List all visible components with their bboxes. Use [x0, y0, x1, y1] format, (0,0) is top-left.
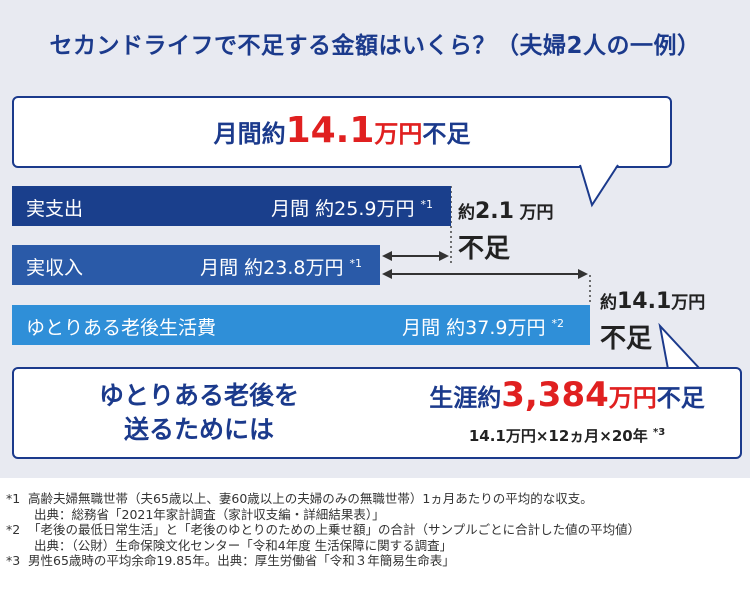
footnote-source: 出典：（公財）生命保険文化センター「令和4年度 生活保障に関する調査」	[34, 537, 453, 553]
gap-annotation-expense: 約2.1 万円 不足	[458, 199, 554, 264]
lifetime-shortfall-amount: 生涯約3,384万円不足	[429, 375, 705, 415]
footnote-ref: *1	[420, 197, 434, 211]
bar-value-label: 月間 約23.8万円 *1	[200, 256, 363, 279]
bar-value-label: 月間 約37.9万円 *2	[402, 316, 565, 339]
bar-label: ゆとりある老後生活費	[26, 317, 217, 339]
monthly-shortfall-bubble: 月間約14.1万円不足	[12, 96, 672, 168]
bar-label: 実支出	[26, 198, 84, 220]
monthly-shortfall-text: 月間約14.1万円不足	[14, 110, 670, 151]
bubble-unit: 万円	[374, 120, 423, 148]
arrow-income-yutori	[382, 269, 588, 279]
bubble-prefix: 月間約	[213, 120, 286, 148]
page-title: セカンドライフで不足する金額はいくら？（夫婦2人の一例）	[49, 33, 701, 59]
bubble-suffix: 不足	[422, 120, 471, 148]
lifetime-shortfall-box: ゆとりある老後を 送るためには 生涯約3,384万円不足 14.1万円×12ヵ月…	[12, 367, 742, 459]
footnote-source: 出典：総務省「2021年家計調査（家計収支編・詳細結果表）」	[34, 506, 385, 522]
bar-comfortable-living-cost: ゆとりある老後生活費 月間 約37.9万円 *2	[12, 305, 590, 345]
chart-overlay	[382, 163, 701, 370]
bar-actual-income: 実収入 月間 約23.8万円 *1	[12, 245, 380, 285]
gap-annotation-yutori: 約14.1万円 不足	[600, 289, 706, 354]
arrow-income-expense	[382, 251, 449, 261]
bubble-amount: 14.1	[285, 110, 375, 151]
footnotes: *1 高齢夫婦無職世帯（夫65歳以上、妻60歳以上の夫婦のみの無職世帯）1ヵ月あた…	[6, 491, 746, 569]
bar-actual-expense: 実支出 月間 約25.9万円 *1	[12, 186, 451, 226]
bubble-tail-top-outline	[579, 164, 619, 208]
lifetime-caption: ゆとりある老後を 送るためには	[98, 381, 299, 444]
footnote-ref: *1	[349, 256, 363, 270]
bubble-tail-bottom-outline	[658, 322, 701, 370]
footnote-ref: *3	[652, 427, 666, 438]
footnote: *1 高齢夫婦無職世帯（夫65歳以上、妻60歳以上の夫婦のみの無職世帯）1ヵ月あた…	[6, 491, 593, 506]
footnote-ref: *2	[551, 316, 565, 330]
footnote: *2 「老後の最低日常生活」と「老後のゆとりのための上乗せ額」の合計（サンプルごと…	[6, 522, 641, 538]
lifetime-calculation: 14.1万円×12ヵ月×20年 *3	[468, 427, 666, 445]
bar-value-label: 月間 約25.9万円 *1	[271, 197, 434, 220]
bar-label: 実収入	[26, 257, 84, 279]
footnote: *3 男性65歳時の平均余命19.85年。出典：厚生労働省「令和３年簡易生命表」	[6, 553, 455, 569]
